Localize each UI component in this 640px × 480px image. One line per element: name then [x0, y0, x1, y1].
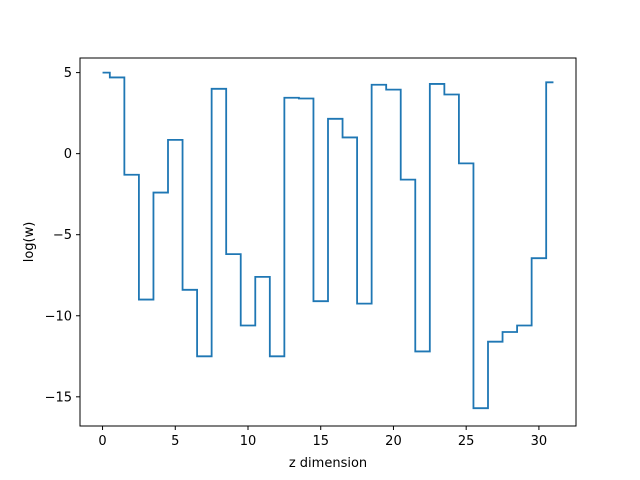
y-tick-label: −15 — [45, 390, 72, 405]
x-axis-ticks: 0 5 10 15 20 25 30 — [98, 426, 547, 449]
series-line-0 — [102, 71, 554, 410]
x-axis-label: z dimension — [289, 456, 367, 471]
x-tick-label: 0 — [98, 434, 106, 449]
x-tick-label: 5 — [171, 434, 179, 449]
y-axis-ticks: 5 0 −5 −10 −15 — [45, 66, 80, 405]
x-tick-label: 20 — [385, 434, 402, 449]
y-tick-label: −10 — [45, 309, 72, 324]
x-tick-label: 25 — [458, 434, 475, 449]
x-tick-label: 15 — [312, 434, 329, 449]
plot-frame — [79, 57, 577, 427]
x-tick-label: 10 — [240, 434, 257, 449]
series-layer — [102, 71, 554, 410]
y-tick-label: −5 — [53, 228, 72, 243]
y-axis-label: log(w) — [22, 222, 37, 263]
y-tick-label: 0 — [64, 147, 72, 162]
y-tick-label: 5 — [64, 66, 72, 81]
x-tick-label: 30 — [531, 434, 548, 449]
